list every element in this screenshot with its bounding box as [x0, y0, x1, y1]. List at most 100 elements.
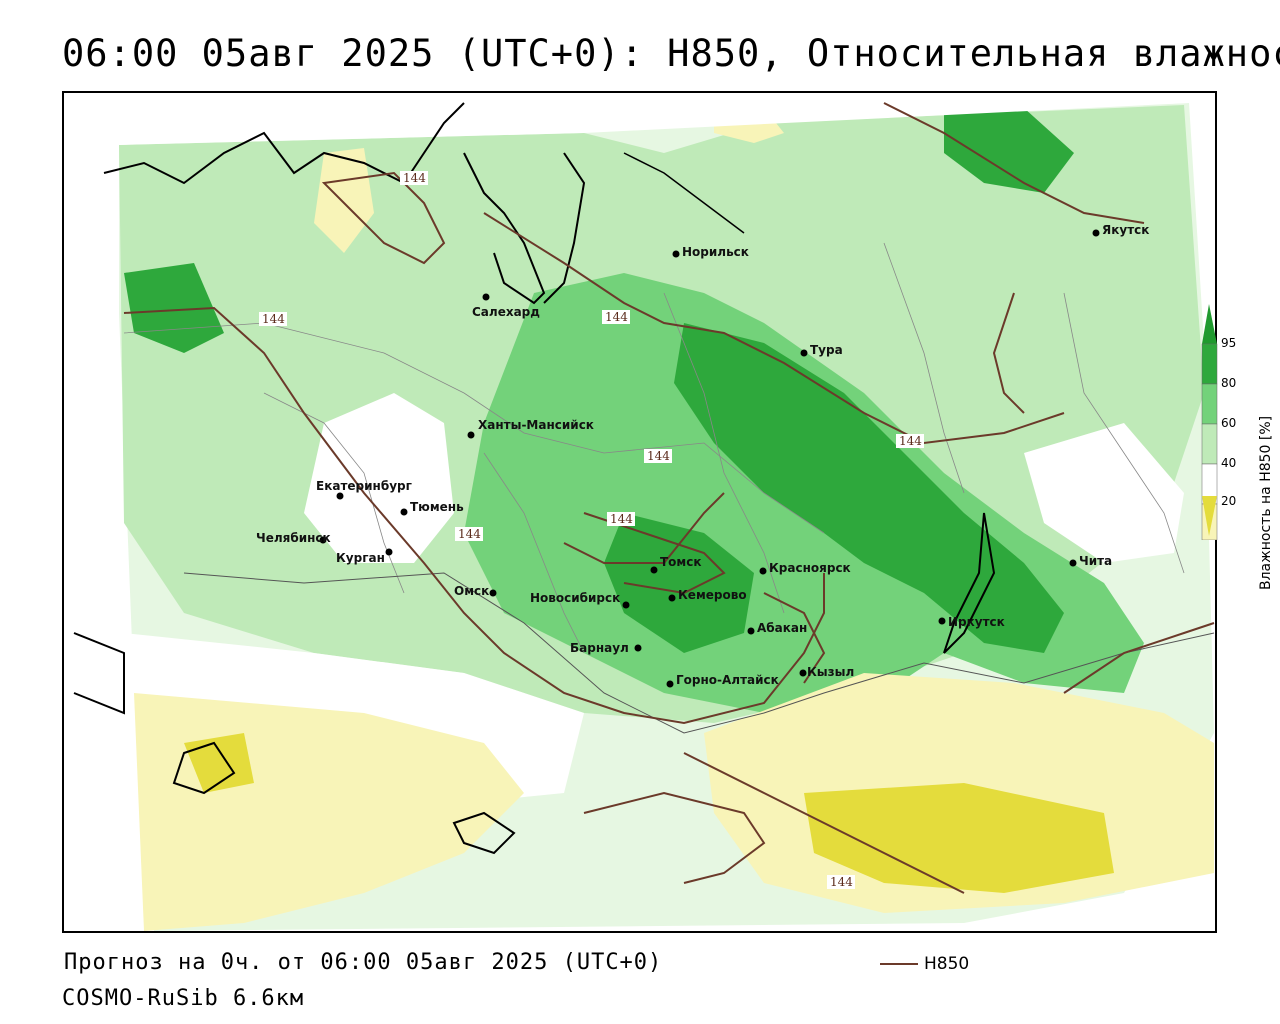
- contour-label: 144: [899, 434, 922, 448]
- coastline: [623, 152, 745, 234]
- h850-contour: [883, 102, 1145, 224]
- city-label: Кемерово: [678, 588, 747, 602]
- contour-labels: 144 144 144 144 144 144 144 144: [259, 171, 924, 889]
- country-border: [183, 572, 1215, 734]
- colorbar-80: [1201, 383, 1218, 425]
- colorbar-bottom: [1202, 496, 1217, 536]
- humidity-zone-dark: [944, 108, 1074, 193]
- contour-label: 144: [458, 527, 481, 541]
- city-label: Барнаул: [570, 641, 629, 655]
- legend-tick-60: 60: [1221, 416, 1237, 430]
- city-dot: [800, 349, 808, 357]
- contour-legend: H850: [880, 954, 969, 974]
- h850-contour: [123, 306, 825, 725]
- city-markers: Салехард Норильск Якутск Тура Ханты-Манс…: [256, 223, 1149, 688]
- city-label: Тюмень: [410, 500, 464, 514]
- coastline: [103, 102, 465, 185]
- city-dot: [622, 601, 630, 609]
- city-label: Кызыл: [807, 665, 854, 679]
- model-caption: COSMO-RuSib 6.6км: [62, 986, 305, 1011]
- humidity-zone-dark: [124, 263, 224, 353]
- colorbar-bottom-triangle: [1202, 496, 1217, 536]
- city-dot: [938, 617, 946, 625]
- city-label: Якутск: [1102, 223, 1149, 237]
- colorbar-top-triangle: [1202, 304, 1217, 344]
- forecast-caption: Прогноз на 0ч. от 06:00 05авг 2025 (UTC+…: [64, 950, 663, 975]
- city-dot: [482, 293, 490, 301]
- coastline: [73, 632, 125, 715]
- humidity-legend: 95 80 60 40 20: [1200, 300, 1280, 600]
- city-label: Салехард: [472, 305, 540, 319]
- city-label: Абакан: [757, 621, 807, 635]
- admin-border: [483, 452, 585, 654]
- city-dot: [747, 627, 755, 635]
- city-dot: [467, 431, 475, 439]
- contour-legend-line: [880, 963, 918, 965]
- h850-contour: [583, 512, 726, 595]
- city-dot: [634, 644, 642, 652]
- city-label: Омск: [454, 584, 489, 598]
- contour-label: 144: [605, 310, 628, 324]
- h850-contour: [583, 791, 766, 884]
- city-label: Тура: [810, 343, 843, 357]
- admin-border: [123, 322, 825, 534]
- city-dot: [385, 548, 393, 556]
- colorbar-60: [1201, 423, 1218, 465]
- city-dot: [759, 567, 767, 575]
- h850-contour: [483, 212, 1065, 445]
- city-label: Красноярск: [769, 561, 851, 575]
- map-area[interactable]: 144 144 144 144 144 144 144 144 Салехард…: [62, 91, 1217, 933]
- humidity-map: 144 144 144 144 144 144 144 144 Салехард…: [64, 93, 1215, 931]
- city-label: Иркутск: [948, 615, 1005, 629]
- contour-label: 144: [262, 312, 285, 326]
- coastline: [543, 152, 586, 304]
- city-dot: [336, 492, 344, 500]
- city-label: Екатеринбург: [316, 479, 412, 493]
- city-dot: [489, 589, 497, 597]
- city-label: Челябинск: [256, 531, 331, 545]
- city-label: Горно-Алтайск: [676, 673, 779, 687]
- city-dot: [1092, 229, 1100, 237]
- city-label: Курган: [336, 551, 385, 565]
- humidity-zone-dark: [674, 323, 1064, 653]
- humidity-zone-yellow: [314, 148, 374, 253]
- city-dot: [319, 536, 327, 544]
- h850-contour: [321, 171, 446, 265]
- admin-border: [663, 292, 785, 614]
- city-dot: [672, 250, 680, 258]
- lake-outline: [172, 741, 236, 795]
- legend-tick-40: 40: [1221, 456, 1237, 470]
- contour-label: 144: [830, 875, 853, 889]
- city-label: Норильск: [682, 245, 749, 259]
- city-dot: [668, 594, 676, 602]
- h850-contour: [992, 292, 1025, 414]
- outside-domain: [64, 93, 1215, 153]
- humidity-zone-yellow-dark: [804, 783, 1114, 893]
- city-dot: [400, 508, 408, 516]
- contour-legend-label: H850: [924, 954, 970, 974]
- city-label: Новосибирск: [530, 591, 620, 605]
- humidity-zone-white: [304, 393, 454, 563]
- city-dot: [666, 680, 674, 688]
- map-title: 06:00 05авг 2025 (UTC+0): H850, Относите…: [62, 32, 1280, 75]
- h850-contour: [683, 752, 965, 894]
- h850-contour: [563, 492, 725, 564]
- city-dot: [650, 566, 658, 574]
- city-label: Томск: [660, 555, 702, 569]
- contour-label: 144: [647, 449, 670, 463]
- coastline: [463, 152, 546, 305]
- city-label: Чита: [1079, 554, 1112, 568]
- city-label: Ханты-Мансийск: [478, 418, 594, 432]
- contour-label: 144: [610, 512, 633, 526]
- contour-label: 144: [403, 171, 426, 185]
- humidity-zone-dark: [604, 513, 754, 653]
- admin-border: [1063, 292, 1185, 574]
- h850-contour: [763, 592, 826, 684]
- legend-tick-20: 20: [1221, 494, 1237, 508]
- legend-tick-80: 80: [1221, 376, 1237, 390]
- h850-contour: [1063, 622, 1215, 694]
- lake-baikal: [943, 512, 996, 654]
- lake-balkhash: [452, 811, 516, 855]
- city-dot: [1069, 559, 1077, 567]
- legend-title: Влажность на H850 [%]: [1258, 415, 1274, 590]
